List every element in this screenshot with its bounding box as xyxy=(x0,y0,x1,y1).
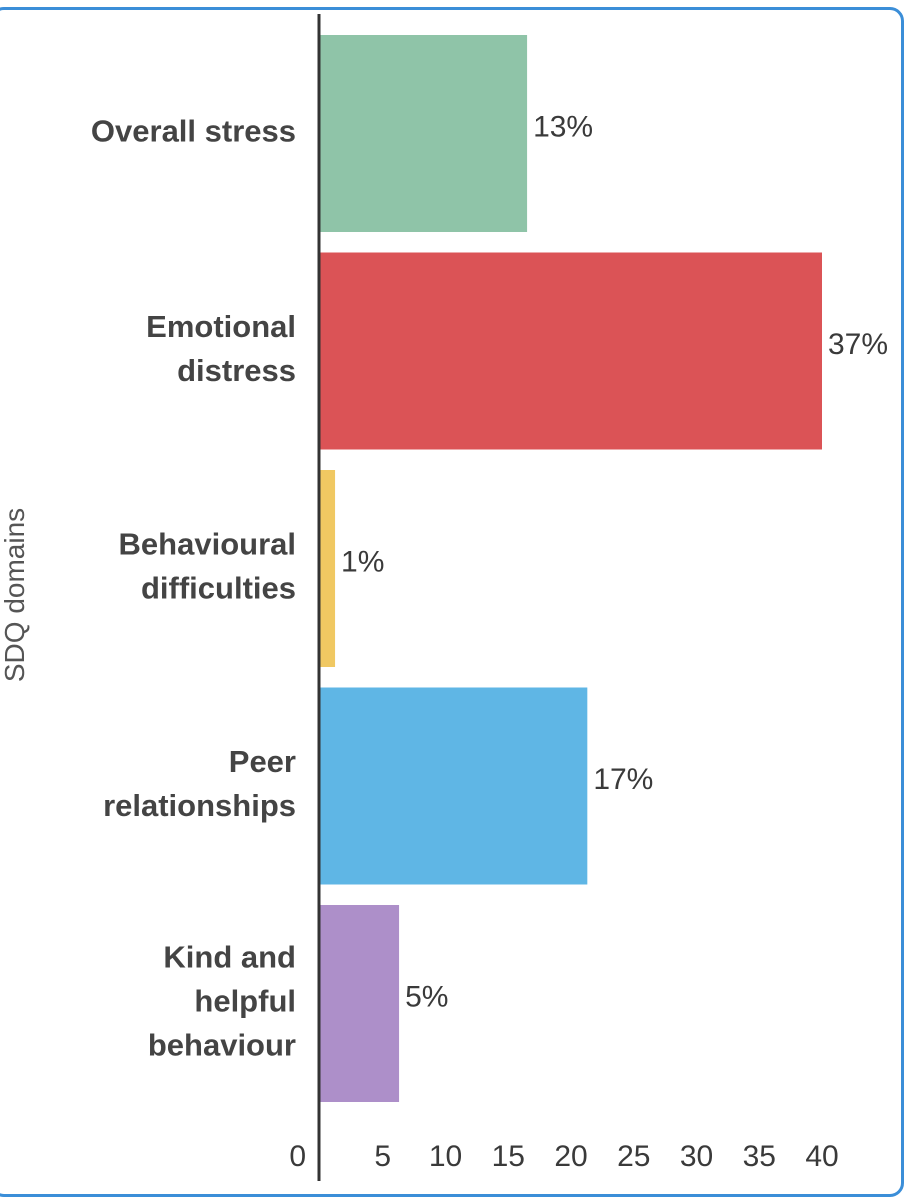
category-label-2-line-1: difficulties xyxy=(141,571,296,606)
bar-0 xyxy=(320,35,528,232)
value-label-2: 1% xyxy=(341,545,384,578)
x-tick-label-3: 15 xyxy=(492,1140,525,1173)
value-labels-group: 13% 37% 1% 17% 5% xyxy=(341,110,888,1013)
x-tick-label-2: 10 xyxy=(429,1140,462,1173)
category-label-4: Kind and helpful behaviour xyxy=(148,940,296,1063)
value-label-1: 37% xyxy=(828,328,888,361)
category-label-2: Behavioural difficulties xyxy=(119,527,296,606)
bar-3 xyxy=(320,687,588,885)
category-label-4-line-2: behaviour xyxy=(148,1028,296,1063)
x-tick-label-1: 5 xyxy=(374,1140,391,1173)
x-tick-labels-group: 0 5 10 15 20 25 30 35 40 xyxy=(289,1140,838,1173)
x-tick-label-0: 0 xyxy=(289,1140,306,1173)
value-label-3: 17% xyxy=(593,763,653,796)
category-label-4-line-1: helpful xyxy=(194,984,296,1019)
category-label-4-line-0: Kind and xyxy=(163,940,296,975)
value-label-0: 13% xyxy=(533,110,593,143)
category-label-1-line-0: Emotional xyxy=(146,309,296,344)
value-label-4: 5% xyxy=(405,980,448,1013)
category-label-3-line-0: Peer xyxy=(229,744,296,779)
category-label-0-line-0: Overall stress xyxy=(91,114,296,149)
category-labels-group: Overall stress Emotional distress Behaviour… xyxy=(91,114,296,1063)
category-label-0: Overall stress xyxy=(91,114,296,149)
y-axis-title: SDQ domains xyxy=(0,508,30,682)
category-label-2-line-0: Behavioural xyxy=(119,527,296,562)
category-label-1-line-1: distress xyxy=(177,353,296,388)
category-label-3-line-1: relationships xyxy=(103,788,296,823)
x-tick-label-4: 20 xyxy=(554,1140,587,1173)
x-tick-label-7: 35 xyxy=(743,1140,776,1173)
category-label-1: Emotional distress xyxy=(146,309,296,388)
x-tick-label-5: 25 xyxy=(617,1140,650,1173)
bars-group xyxy=(320,35,822,1102)
x-tick-label-6: 30 xyxy=(680,1140,713,1173)
category-label-3: Peer relationships xyxy=(103,744,296,823)
bar-1 xyxy=(320,252,822,450)
x-tick-label-8: 40 xyxy=(805,1140,838,1173)
bar-2 xyxy=(320,470,336,667)
bar-4 xyxy=(320,905,400,1102)
